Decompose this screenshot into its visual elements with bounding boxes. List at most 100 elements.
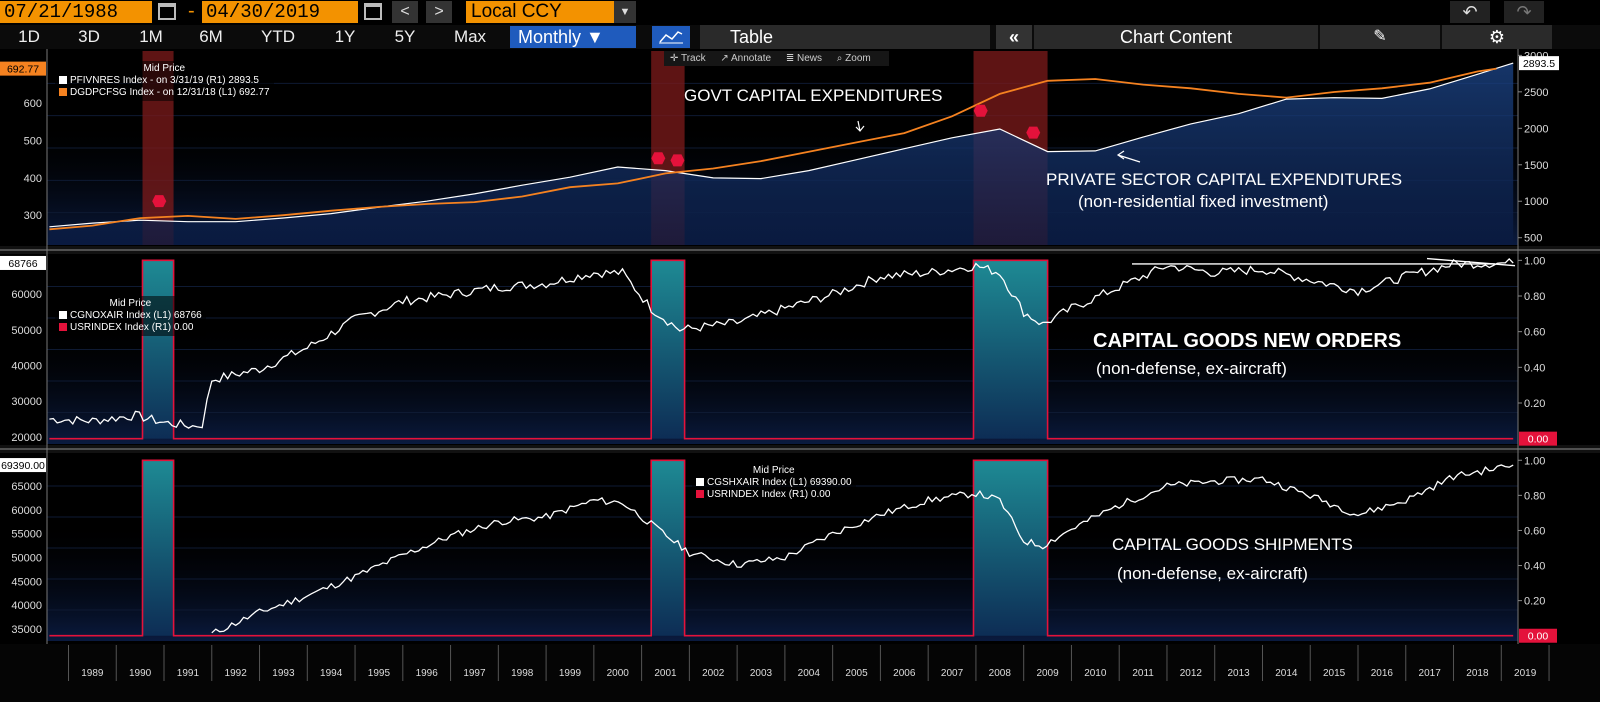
legend-title: Mid Price [143,63,186,74]
left-tick-label: 60000 [11,505,42,517]
left-tick-label: 400 [24,173,42,185]
pfivnres-area [49,63,1514,245]
collapse-icon[interactable]: « [996,25,1032,49]
date-toolbar: 07/21/1988 - 04/30/2019 < > Local CCY ▼ … [0,0,1600,25]
left-tick-label: 45000 [11,576,42,588]
recession-marker [670,154,685,167]
last-price-box [1519,628,1557,643]
right-tick-label: 0.40 [1524,362,1545,374]
x-tick-label: 2016 [1371,668,1394,679]
legend-middle: Mid Price CGNOXAIR Index (L1) 68766 USRI… [55,296,206,336]
recession-block [142,460,174,636]
arrow-private [1116,150,1141,163]
legend-item: CGNOXAIR Index (L1) 68766 [59,310,202,322]
x-tick-label: 1995 [368,668,391,679]
chart-area[interactable]: 60050040030030002500200015001000500692.7… [0,49,1600,702]
annotation-govt: GOVT CAPITAL EXPENDITURES [684,86,943,105]
timeframe-bar: 1D 3D 1M 6M YTD 1Y 5Y Max Monthly ▼ Tabl… [0,25,1600,49]
recession-marker [152,195,167,208]
last-price-box [1519,431,1557,446]
annotation-shipments-sub: (non-defense, ex-aircraft) [1117,564,1308,583]
timeframe-1m[interactable]: 1M [139,27,163,46]
x-tick-label: 2000 [607,668,630,679]
x-tick-label: 1999 [559,668,582,679]
x-tick-label: 2007 [941,668,964,679]
chevron-down-icon[interactable]: ▼ [614,1,636,23]
end-date-input[interactable]: 04/30/2019 [202,1,358,23]
line-chart-icon[interactable] [652,26,690,48]
x-tick-label: 1998 [511,668,534,679]
edit-icon[interactable]: ✎ [1320,25,1440,49]
undo-button[interactable]: ↶ [1450,1,1490,23]
track-button[interactable]: ✛ Track [670,53,706,64]
start-date-input[interactable]: 07/21/1988 [0,1,152,23]
last-price-label: 2893.5 [1523,58,1555,70]
calendar-icon[interactable] [364,3,382,20]
x-tick-label: 1989 [81,668,104,679]
calendar-icon[interactable] [158,3,176,20]
annotation-new-orders-sub: (non-defense, ex-aircraft) [1096,359,1287,378]
table-button[interactable]: Table [700,25,990,49]
last-price-box [1519,56,1559,71]
recession-block [651,460,685,636]
zoom-button[interactable]: ⌕ Zoom [836,53,871,64]
legend-label: CGSHXAIR Index (L1) 69390.00 [707,477,852,488]
timeframe-1y[interactable]: 1Y [334,27,356,46]
x-tick-label: 2011 [1132,668,1154,679]
left-tick-label: 40000 [11,600,42,612]
gear-icon[interactable]: ⚙ [1442,25,1552,49]
right-tick-label: 2000 [1524,123,1548,135]
pfivnres-line [49,62,1514,228]
x-tick-label: 2004 [798,668,821,679]
x-tick-label: 2019 [1514,668,1537,679]
x-tick-label: 1990 [129,668,152,679]
last-price-box [0,255,46,270]
usrindex-line [49,459,1514,637]
x-tick-label: 2017 [1419,668,1442,679]
left-tick-label: 55000 [11,529,42,541]
annotation-shipments: CAPITAL GOODS SHIPMENTS [1112,535,1353,554]
chart-content-button[interactable]: Chart Content [1034,25,1318,49]
news-button[interactable]: ≣ News [785,53,822,64]
x-tick-label: 2006 [893,668,916,679]
legend-label: CGNOXAIR Index (L1) 68766 [70,310,202,321]
x-tick-label: 2008 [989,668,1012,679]
annotate-button[interactable]: ↗ Annotate [720,53,772,64]
legend-item: PFIVNRES Index - on 3/31/19 (R1) 2893.5 [59,75,270,87]
x-tick-label: 2001 [654,668,677,679]
timeframe-ytd[interactable]: YTD [261,27,295,46]
swatch [696,490,704,499]
left-tick-label: 60000 [11,289,42,301]
chart-marks [49,51,1516,637]
recession-block [973,260,1048,439]
x-tick-label: 1993 [272,668,295,679]
panel-backgrounds [0,49,1600,702]
right-tick-label: 1.00 [1524,455,1545,467]
x-tick-label: 1997 [463,668,486,679]
right-tick-label: 0.60 [1524,327,1545,339]
redo-button[interactable]: ↷ [1504,1,1544,23]
x-tick-label: 2010 [1084,668,1107,679]
line-chart-glyph [659,31,683,44]
forward-button[interactable]: > [426,1,452,23]
right-tick-label: 1500 [1524,160,1548,172]
timeframe-1d[interactable]: 1D [18,27,40,46]
last-price-box [0,61,46,76]
last-price-label: 0.00 [1528,434,1549,446]
swatch [59,88,67,97]
x-tick-label: 1992 [225,668,248,679]
timeframe-6m[interactable]: 6M [199,27,223,46]
right-tick-label: 1000 [1524,196,1548,208]
timeframe-max[interactable]: Max [453,27,487,46]
chart-tools: ✛ Track ↗ Annotate ≣ News ⌕ Zoom [664,51,889,66]
currency-select[interactable]: Local CCY [466,1,614,23]
timeframe-5y[interactable]: 5Y [394,27,416,46]
swatch [59,323,67,332]
timeframe-3d[interactable]: 3D [78,27,100,46]
date-separator: - [188,0,195,22]
x-tick-label: 2009 [1036,668,1059,679]
last-price-label: 69390.00 [1,460,45,472]
period-select[interactable]: Monthly ▼ [510,26,636,48]
usrindex-line [49,259,1514,440]
back-button[interactable]: < [392,1,418,23]
